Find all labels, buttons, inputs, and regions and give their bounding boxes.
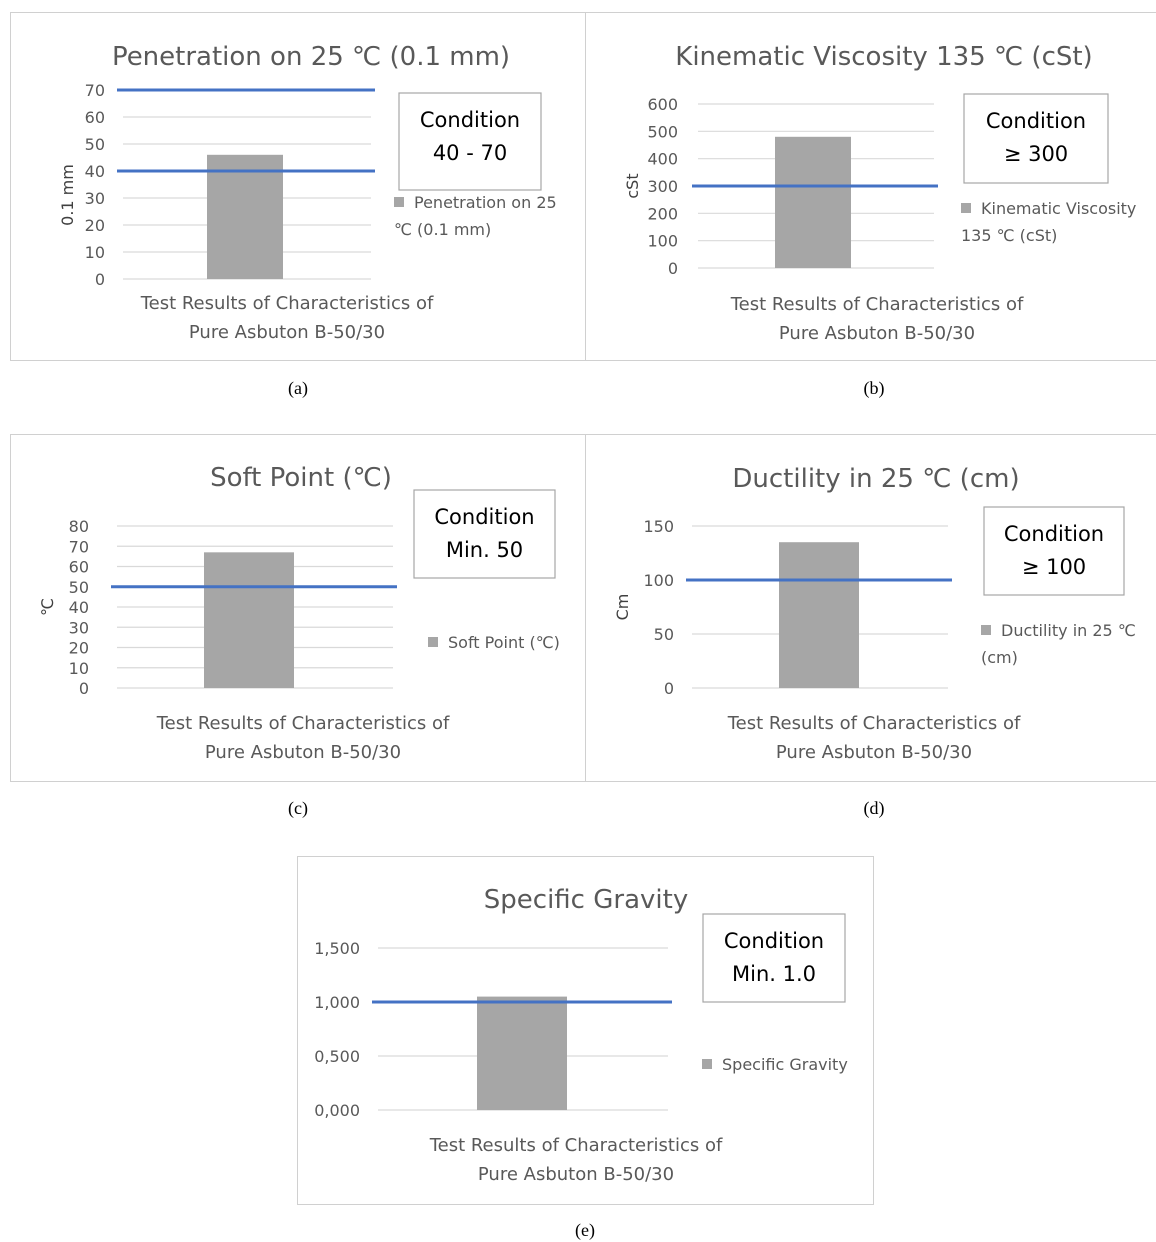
chart-panel-a: Penetration on 25 ℃ (0.1 mm) 0 10 20 30 40 50 6…: [10, 12, 586, 361]
chart-title: Penetration on 25 ℃ (0.1 mm): [112, 42, 510, 72]
legend-swatch: [981, 625, 991, 635]
y-axis-label: cSt: [623, 173, 642, 198]
condition-text: 40 - 70: [433, 141, 507, 165]
y-tick-label: 20: [69, 639, 89, 658]
condition-text: ≥ 100: [1022, 555, 1086, 579]
y-tick-label: 30: [85, 189, 105, 208]
legend-label: ℃ (0.1 mm): [394, 220, 491, 239]
y-axis-label: 0.1 mm: [58, 164, 77, 226]
y-tick-label: 300: [647, 177, 678, 196]
legend-swatch: [702, 1059, 712, 1069]
y-tick-label: 150: [643, 517, 674, 536]
legend-swatch: [428, 637, 438, 647]
chart-a-svg: Penetration on 25 ℃ (0.1 mm) 0 10 20 30 40 50 6…: [58, 42, 557, 343]
chart-title: Soft Point (℃): [210, 463, 392, 493]
condition-text: Min. 1.0: [732, 962, 816, 986]
condition-text: Condition: [420, 108, 520, 132]
y-tick-label: 70: [69, 537, 89, 556]
category-label: Test Results of Characteristics of: [429, 1135, 723, 1156]
y-tick-label: 40: [85, 162, 105, 181]
y-tick-label: 100: [647, 232, 678, 251]
chart-panel-b: Kinematic Viscosity 135 ℃ (cSt) 0 100 200 30…: [586, 12, 1156, 361]
caption-d: (d): [863, 798, 885, 818]
chart-title: Kinematic Viscosity 135 ℃ (cSt): [675, 42, 1092, 72]
bar: [207, 154, 283, 279]
legend-label: (cm): [981, 648, 1018, 667]
chart-panel-e: Specific Gravity 0,000 0,500 1,000 1,500 Test…: [297, 856, 874, 1205]
legend-label: Specific Gravity: [722, 1055, 848, 1074]
category-label: Test Results of Characteristics of: [156, 713, 450, 734]
y-tick-label: 60: [69, 558, 89, 577]
legend-label: Soft Point (℃): [448, 633, 560, 652]
y-tick-label: 10: [69, 659, 89, 678]
y-tick-label: 0,000: [314, 1101, 360, 1120]
bar: [779, 542, 859, 688]
chart-e-svg: Specific Gravity 0,000 0,500 1,000 1,500 Test…: [314, 885, 848, 1185]
category-label: Pure Asbuton B-50/30: [779, 323, 975, 344]
chart-panel-c: Soft Point (℃) 0 10 20 30 40 50 60 70 80 ℃ Test Res…: [10, 434, 586, 782]
legend-swatch: [394, 197, 404, 207]
category-label: Pure Asbuton B-50/30: [478, 1164, 674, 1185]
condition-text: ≥ 300: [1004, 142, 1068, 166]
y-tick-label: 0: [668, 259, 678, 278]
y-tick-label: 20: [85, 216, 105, 235]
legend-label: Penetration on 25: [414, 193, 557, 212]
chart-title: Ductility in 25 ℃ (cm): [732, 464, 1019, 494]
condition-text: Condition: [986, 109, 1086, 133]
y-tick-label: 1,000: [314, 993, 360, 1012]
category-label: Pure Asbuton B-50/30: [205, 742, 401, 763]
chart-title: Specific Gravity: [484, 885, 688, 915]
y-tick-label: 50: [654, 625, 674, 644]
condition-box: [702, 913, 846, 1003]
bar: [775, 136, 851, 268]
y-tick-label: 0: [79, 679, 89, 698]
category-label: Pure Asbuton B-50/30: [776, 742, 972, 763]
y-tick-label: 1,500: [314, 939, 360, 958]
category-label: Test Results of Characteristics of: [730, 294, 1024, 315]
bar: [477, 996, 567, 1110]
chart-d-svg: Ductility in 25 ℃ (cm) 0 50 100 150 Cm Test Re…: [613, 464, 1136, 763]
y-tick-label: 0,500: [314, 1047, 360, 1066]
y-axis-label: Cm: [613, 594, 632, 621]
y-tick-label: 200: [647, 204, 678, 223]
chart-panel-d: Ductility in 25 ℃ (cm) 0 50 100 150 Cm Test Re…: [586, 434, 1156, 782]
caption-b: (b): [863, 378, 885, 398]
condition-box: [413, 489, 556, 579]
y-tick-label: 30: [69, 618, 89, 637]
condition-box: [963, 93, 1109, 184]
legend-label: Kinematic Viscosity: [981, 199, 1136, 218]
y-axis-label: ℃: [38, 598, 57, 616]
condition-text: Condition: [724, 929, 824, 953]
bar: [204, 552, 294, 688]
category-label: Pure Asbuton B-50/30: [189, 322, 385, 343]
y-tick-label: 0: [664, 679, 674, 698]
y-tick-label: 70: [85, 81, 105, 100]
y-tick-label: 40: [69, 598, 89, 617]
y-tick-label: 10: [85, 243, 105, 262]
y-tick-label: 600: [647, 95, 678, 114]
condition-box: [398, 92, 542, 191]
condition-box: [983, 506, 1125, 596]
legend-label: Ductility in 25 ℃: [1001, 621, 1136, 640]
caption-a: (a): [288, 378, 308, 398]
caption-c: (c): [288, 798, 308, 818]
condition-text: Min. 50: [446, 538, 523, 562]
category-label: Test Results of Characteristics of: [727, 713, 1021, 734]
y-tick-label: 80: [69, 517, 89, 536]
y-tick-label: 50: [69, 578, 89, 597]
legend-label: 135 ℃ (cSt): [961, 226, 1057, 245]
y-tick-label: 500: [647, 122, 678, 141]
chart-b-svg: Kinematic Viscosity 135 ℃ (cSt) 0 100 200 30…: [623, 42, 1136, 344]
condition-text: Condition: [434, 505, 534, 529]
y-tick-label: 100: [643, 571, 674, 590]
category-label: Test Results of Characteristics of: [140, 293, 434, 314]
y-tick-label: 0: [95, 270, 105, 289]
y-tick-label: 60: [85, 108, 105, 127]
caption-e: (e): [575, 1220, 595, 1240]
y-tick-label: 50: [85, 135, 105, 154]
condition-text: Condition: [1004, 522, 1104, 546]
legend-swatch: [961, 203, 971, 213]
y-tick-label: 400: [647, 150, 678, 169]
